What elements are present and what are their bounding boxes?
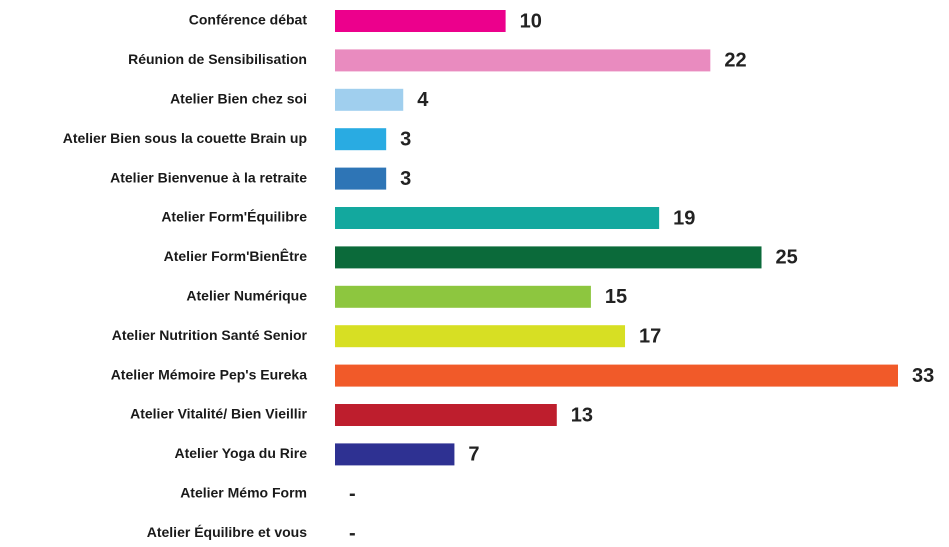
category-label: Atelier Form'Équilibre: [161, 209, 307, 225]
value-label: 4: [417, 89, 429, 111]
category-label: Atelier Yoga du Rire: [174, 445, 307, 461]
bar: [335, 285, 591, 308]
value-label: 13: [571, 404, 593, 426]
category-label: Atelier Vitalité/ Bien Vieillir: [130, 406, 307, 422]
category-label: Atelier Bien chez soi: [170, 91, 307, 107]
bar: [335, 167, 387, 190]
value-label: 17: [639, 325, 661, 347]
bar: [335, 404, 557, 426]
value-label: -: [349, 483, 356, 505]
value-label: 3: [400, 168, 411, 190]
bar: [335, 49, 711, 72]
category-label: Réunion de Sensibilisation: [128, 51, 307, 67]
value-label: 7: [468, 444, 479, 466]
category-label: Atelier Form'BienÊtre: [164, 247, 308, 264]
value-label: -: [349, 522, 356, 544]
category-label: Atelier Bienvenue à la retraite: [110, 169, 307, 185]
bar: [335, 246, 762, 269]
bar: [335, 10, 506, 32]
category-label: Atelier Bien sous la couette Brain up: [63, 130, 307, 146]
value-label: 3: [400, 128, 411, 150]
category-label: Atelier Mémo Form: [180, 485, 307, 501]
bar: [335, 207, 660, 229]
value-label: 15: [605, 286, 627, 308]
bar: [335, 88, 404, 111]
category-label: Conférence débat: [189, 12, 308, 28]
value-label: 19: [673, 207, 695, 229]
value-label: 25: [776, 247, 798, 269]
value-label: 10: [520, 10, 542, 32]
category-label: Atelier Nutrition Santé Senior: [112, 327, 308, 343]
category-label: Atelier Équilibre et vous: [147, 524, 307, 540]
bar: [335, 443, 455, 466]
category-label: Atelier Mémoire Pep's Eureka: [111, 366, 308, 382]
value-label: 22: [724, 50, 746, 72]
bar: [335, 325, 626, 348]
category-label: Atelier Numérique: [186, 288, 307, 304]
bar: [335, 128, 387, 151]
value-label: 33: [912, 365, 934, 387]
bar: [335, 364, 898, 387]
